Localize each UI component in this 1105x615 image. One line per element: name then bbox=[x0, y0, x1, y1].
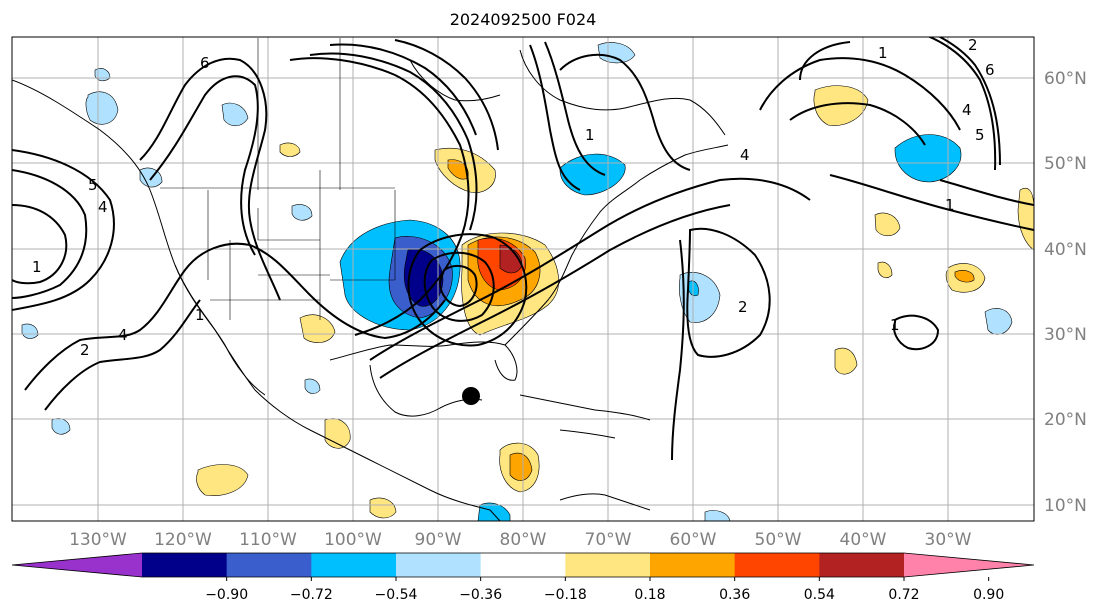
colorbar bbox=[11, 552, 1035, 578]
colorbar-segment bbox=[311, 553, 397, 577]
coastlines bbox=[12, 49, 729, 521]
contour-label: 5 bbox=[88, 176, 98, 194]
colorbar-tick-label: −0.90 bbox=[205, 587, 248, 603]
colorbar-segment bbox=[734, 553, 820, 577]
storm-center-marker bbox=[462, 387, 480, 405]
lat-label: 30°N bbox=[1044, 325, 1087, 345]
lat-label: 60°N bbox=[1044, 69, 1087, 89]
contour-label: 1 bbox=[878, 44, 888, 62]
colorbar-segment bbox=[142, 553, 228, 577]
lon-label: 130°W bbox=[69, 530, 127, 550]
lon-label: 100°W bbox=[324, 530, 382, 550]
contour-label: 4 bbox=[740, 146, 750, 164]
lon-label: 70°W bbox=[585, 530, 632, 550]
contour-label: 1 bbox=[585, 126, 595, 144]
colorbar-tick-label: −0.36 bbox=[459, 587, 502, 603]
colorbar-tick-label: 0.72 bbox=[888, 587, 919, 603]
colorbar-tick-label: 0.90 bbox=[973, 587, 1004, 603]
lon-label: 80°W bbox=[500, 530, 547, 550]
contour-label: 6 bbox=[985, 61, 995, 79]
lon-label: 30°W bbox=[925, 530, 972, 550]
colorbar-segment bbox=[650, 553, 736, 577]
colorbar-labels: −0.90 −0.72 −0.54 −0.36 −0.18 0.18 0.36 0.54 0.7… bbox=[205, 577, 1004, 603]
lat-label: 40°N bbox=[1044, 240, 1087, 260]
colorbar-tick-label: −0.54 bbox=[375, 587, 418, 603]
contour-label: 5 bbox=[975, 126, 985, 144]
map-title: 2024092500 F024 bbox=[449, 10, 597, 29]
lat-label: 10°N bbox=[1044, 496, 1087, 516]
colorbar-tick-label: −0.72 bbox=[290, 587, 333, 603]
contour-label: 4 bbox=[118, 326, 128, 344]
lon-label: 60°W bbox=[670, 530, 717, 550]
contour-labels: 1 5 4 2 4 1 6 1 4 2 1 4 6 5 1 1 2 bbox=[32, 36, 995, 359]
lon-label: 90°W bbox=[415, 530, 462, 550]
lon-label: 120°W bbox=[154, 530, 212, 550]
lon-label: 40°W bbox=[840, 530, 887, 550]
colorbar-tick-label: 0.36 bbox=[719, 587, 750, 603]
lon-label: 110°W bbox=[239, 530, 297, 550]
colorbar-extend-low bbox=[12, 553, 142, 577]
contour-label: 4 bbox=[98, 198, 108, 216]
contour-label: 2 bbox=[738, 298, 748, 316]
contour-label: 2 bbox=[80, 341, 90, 359]
colorbar-tick-label: 0.54 bbox=[804, 587, 835, 603]
contour-label: 1 bbox=[32, 258, 42, 276]
lat-label: 20°N bbox=[1044, 410, 1087, 430]
contour-label: 1 bbox=[945, 196, 955, 214]
contour-label: 6 bbox=[200, 54, 210, 72]
contour-label: 4 bbox=[962, 101, 972, 119]
latitude-labels: 60°N 50°N 40°N 30°N 20°N 10°N bbox=[1044, 69, 1087, 516]
colorbar-tick-label: −0.18 bbox=[544, 587, 587, 603]
colorbar-outline bbox=[11, 552, 1035, 578]
colorbar-segment bbox=[819, 553, 905, 577]
map-frame bbox=[11, 36, 1035, 522]
lat-label: 50°N bbox=[1044, 154, 1087, 174]
contour-label: 1 bbox=[195, 306, 205, 324]
colorbar-segment bbox=[226, 553, 312, 577]
colorbar-tick-label: 0.18 bbox=[634, 587, 665, 603]
colorbar-segment bbox=[480, 553, 566, 577]
contour-lines bbox=[12, 37, 1034, 461]
contour-label: 1 bbox=[890, 316, 900, 334]
colorbar-extend-high bbox=[904, 553, 1034, 577]
lon-label: 50°W bbox=[755, 530, 802, 550]
longitude-labels: 130°W 120°W 110°W 100°W 90°W 80°W 70°W 6… bbox=[69, 530, 972, 550]
contour-label: 2 bbox=[968, 36, 978, 54]
graticule bbox=[12, 37, 1034, 521]
colorbar-segment bbox=[396, 553, 482, 577]
colorbar-segment bbox=[565, 553, 651, 577]
